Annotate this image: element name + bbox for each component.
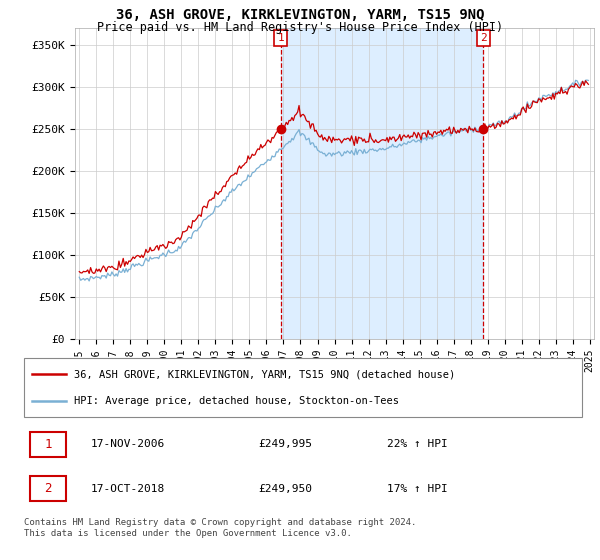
FancyBboxPatch shape [24, 358, 582, 417]
Text: 17% ↑ HPI: 17% ↑ HPI [387, 483, 448, 493]
Text: 17-OCT-2018: 17-OCT-2018 [91, 483, 165, 493]
Text: Contains HM Land Registry data © Crown copyright and database right 2024.: Contains HM Land Registry data © Crown c… [24, 518, 416, 527]
Bar [281, 28, 484, 339]
Text: Price paid vs. HM Land Registry's House Price Index (HPI): Price paid vs. HM Land Registry's House … [97, 21, 503, 34]
Text: This data is licensed under the Open Government Licence v3.0.: This data is licensed under the Open Gov… [24, 529, 352, 538]
Text: 36, ASH GROVE, KIRKLEVINGTON, YARM, TS15 9NQ (detached house): 36, ASH GROVE, KIRKLEVINGTON, YARM, TS15… [74, 369, 455, 379]
Text: £249,950: £249,950 [259, 483, 313, 493]
FancyBboxPatch shape [29, 432, 66, 457]
Text: 1: 1 [44, 438, 52, 451]
FancyBboxPatch shape [29, 476, 66, 501]
Text: 2: 2 [44, 482, 52, 495]
Text: HPI: Average price, detached house, Stockton-on-Tees: HPI: Average price, detached house, Stoc… [74, 396, 399, 407]
Text: 22% ↑ HPI: 22% ↑ HPI [387, 439, 448, 449]
Text: 1: 1 [277, 33, 284, 43]
Text: 36, ASH GROVE, KIRKLEVINGTON, YARM, TS15 9NQ: 36, ASH GROVE, KIRKLEVINGTON, YARM, TS15… [116, 8, 484, 22]
Text: 17-NOV-2006: 17-NOV-2006 [91, 439, 165, 449]
Text: 2: 2 [480, 33, 487, 43]
Text: £249,995: £249,995 [259, 439, 313, 449]
